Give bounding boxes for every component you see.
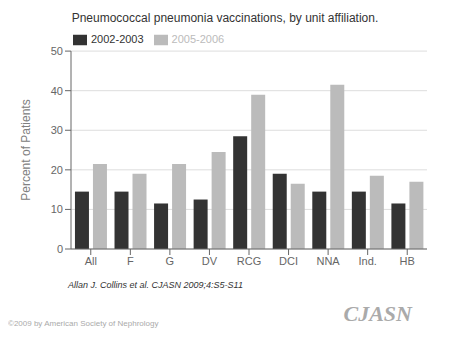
- svg-text:HB: HB: [400, 255, 415, 267]
- html-text:Pneumococcal pneumonia vaccina: Pneumococcal pneumonia vaccinations, by …: [71, 11, 379, 25]
- svg-text:40: 40: [51, 85, 63, 97]
- svg-text:G: G: [166, 255, 175, 267]
- svg-text:F: F: [127, 255, 134, 267]
- svg-text:0: 0: [57, 243, 63, 255]
- svg-text:All: All: [85, 255, 97, 267]
- html-text:©2009 by American Society of N: ©2009 by American Society of Nephrology: [8, 319, 159, 328]
- svg-text:20: 20: [51, 164, 63, 176]
- svg-text:50: 50: [51, 45, 63, 57]
- svg-text:NNA: NNA: [316, 255, 340, 267]
- html-text:CJASN: CJASN: [343, 301, 412, 326]
- svg-text:RCG: RCG: [237, 255, 261, 267]
- html-text:2002-2003: 2002-2003: [91, 33, 144, 45]
- svg-text:DV: DV: [202, 255, 218, 267]
- svg-text:10: 10: [51, 203, 63, 215]
- svg-text:Ind.: Ind.: [358, 255, 376, 267]
- html-text:2005-2006: 2005-2006: [171, 33, 225, 45]
- svg-text:DCI: DCI: [279, 255, 298, 267]
- svg-text:30: 30: [51, 124, 63, 136]
- svg-text:Percent of Patients: Percent of Patients: [19, 99, 33, 200]
- html-text:Allan J. Collins et al. CJASN: Allan J. Collins et al. CJASN 2009;4:S5-…: [68, 280, 243, 290]
